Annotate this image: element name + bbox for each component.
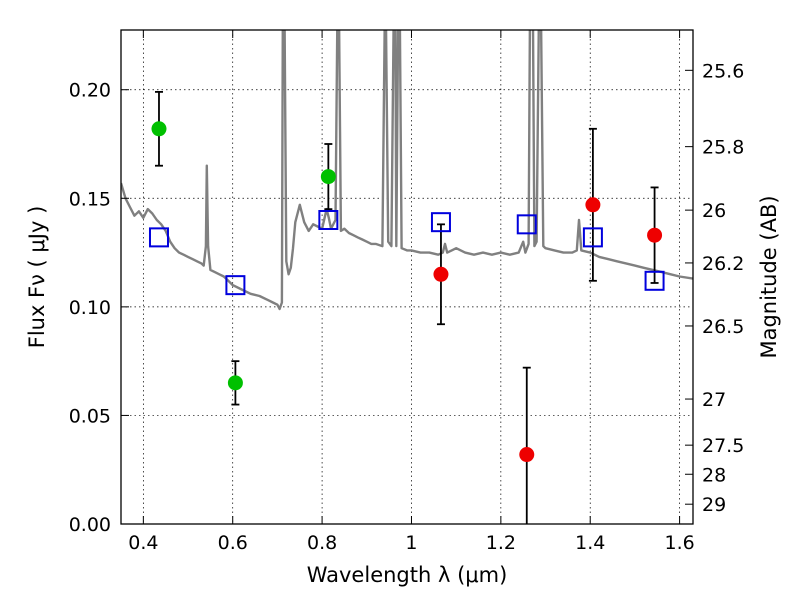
x-tick-label: 1.4 <box>575 532 605 554</box>
data-point <box>151 121 167 137</box>
model-point <box>516 214 537 235</box>
plot-frame <box>120 29 694 525</box>
model-point <box>430 212 451 233</box>
y-tick-label: 0.20 <box>69 80 111 102</box>
y2-tick-label: 25.8 <box>702 137 744 159</box>
data-point <box>320 169 336 185</box>
data-point <box>585 197 601 213</box>
x-tick-label: 1.2 <box>486 532 516 554</box>
photometry-markers <box>148 90 665 524</box>
y2-tick-label: 27.5 <box>702 435 744 457</box>
data-point <box>519 447 535 463</box>
grid-lines <box>121 30 693 525</box>
model-point <box>318 210 339 230</box>
x-tick-label: 0.4 <box>128 532 158 554</box>
x-tick-label: 0.8 <box>307 532 337 554</box>
spectrum-line <box>121 30 693 311</box>
model-point <box>644 270 665 291</box>
model-spectrum <box>121 30 693 311</box>
data-point <box>227 375 243 391</box>
y2-tick-label: 26.2 <box>702 253 744 275</box>
model-point <box>582 227 603 248</box>
data-point <box>647 227 663 243</box>
y2-tick-label: 29 <box>702 494 726 516</box>
x-axis-title: Wavelength λ (μm) <box>307 563 508 587</box>
y2-axis-title: Magnitude (AB) <box>757 195 781 358</box>
y-tick-label: 0.00 <box>69 514 111 536</box>
axis-ticks: 0.4 0.6 0.8 1 1.2 1.4 1.6 0.00 0.05 0.10 0.15 0.20 2… <box>69 30 744 554</box>
y2-tick-label: 25.6 <box>702 60 744 82</box>
model-point <box>225 275 246 296</box>
x-tick-label: 0.6 <box>218 532 248 554</box>
y2-tick-label: 26 <box>702 200 726 222</box>
y-axis-title: Flux Fν ( μJy ) <box>25 206 49 349</box>
x-tick-label: 1.6 <box>664 532 694 554</box>
model-point <box>148 227 169 248</box>
x-tick-label: 1 <box>405 532 417 554</box>
y-tick-label: 0.10 <box>69 297 111 319</box>
y2-tick-label: 26.5 <box>702 316 744 338</box>
y-tick-label: 0.05 <box>69 405 111 427</box>
y2-tick-label: 28 <box>702 464 726 486</box>
data-point <box>433 266 449 282</box>
y-tick-label: 0.15 <box>69 188 111 210</box>
y2-tick-label: 27 <box>702 389 726 411</box>
